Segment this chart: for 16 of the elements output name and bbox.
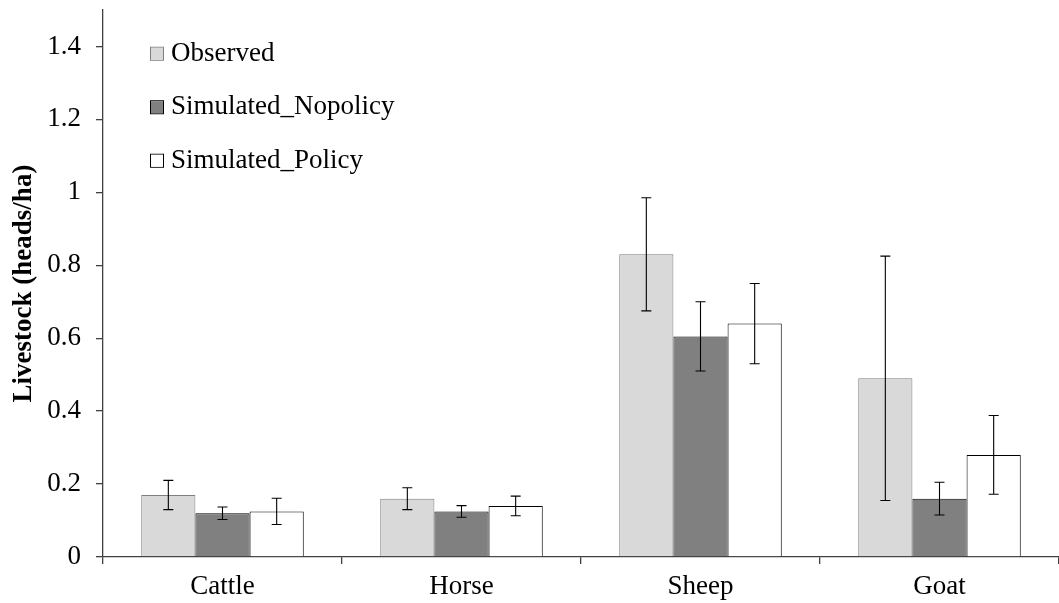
y-axis-title: Livestock (heads/ha): [7, 164, 38, 403]
legend-label: Simulated_Policy: [171, 143, 364, 174]
x-tick-label: Goat: [913, 570, 967, 601]
x-tick-label: Sheep: [667, 570, 734, 601]
y-tick-label: 1.2: [47, 102, 81, 133]
y-tick-label: 0.6: [47, 321, 81, 352]
x-tick-label: Horse: [429, 570, 494, 601]
y-tick-label: 0.4: [47, 394, 82, 425]
legend-label: Simulated_Nopolicy: [171, 90, 395, 121]
legend-label: Observed: [171, 36, 275, 67]
y-tick-label: 1: [67, 175, 81, 206]
y-tick-label: 0.8: [47, 248, 81, 279]
x-tick-label: Cattle: [190, 570, 255, 601]
y-tick-label: 0.2: [47, 467, 81, 498]
y-tick-label: 0: [67, 540, 81, 571]
y-tick-label: 1.4: [47, 29, 82, 60]
